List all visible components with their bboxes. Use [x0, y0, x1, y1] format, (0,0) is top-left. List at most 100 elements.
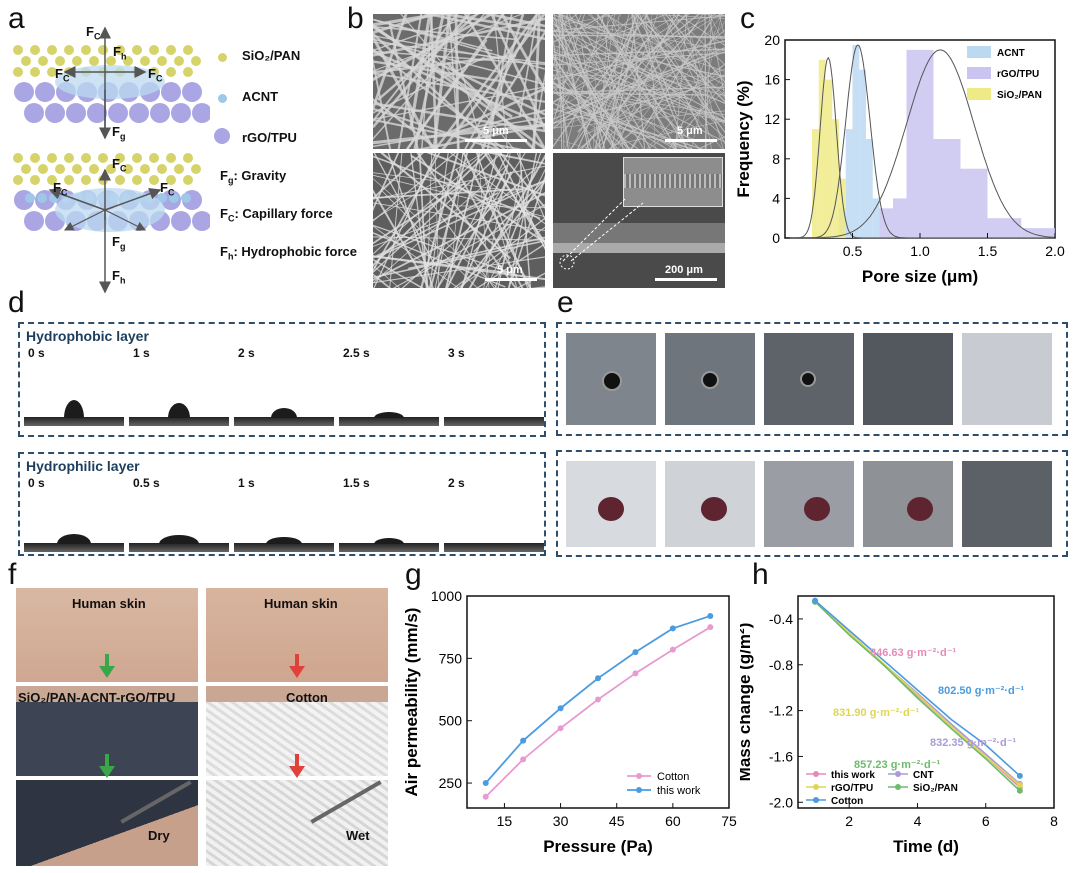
- series-line: [814, 599, 1021, 777]
- wet-photo: Wet: [206, 780, 388, 866]
- legend-sio2: SiO₂/PAN: [242, 48, 301, 63]
- hydrophilic-time-label: 1.5 s: [343, 476, 370, 490]
- y-tick-label: 4: [772, 190, 780, 206]
- hydrophilic-time-label: 0 s: [28, 476, 45, 490]
- legend-label: rGO/TPU: [997, 69, 1039, 80]
- def-capillary: FC: Capillary force: [220, 206, 333, 224]
- data-point: [707, 624, 714, 631]
- data-point: [669, 646, 676, 653]
- sem-image-sio2: 5 μm: [373, 14, 545, 149]
- x-tick-label: 75: [721, 813, 737, 829]
- water-drop-icon: [271, 408, 297, 418]
- panel-label-d: d: [8, 286, 25, 319]
- legend-label: this work: [831, 770, 875, 781]
- panel-label-b: b: [347, 2, 364, 35]
- y-tick-label: 0: [772, 230, 780, 246]
- dry-photo: Dry: [16, 780, 198, 866]
- x-tick-label: 0.5: [843, 243, 863, 259]
- x-axis-label: Time (d): [893, 837, 959, 856]
- panel-label-g: g: [405, 558, 422, 591]
- legend-rgo: rGO/TPU: [242, 130, 297, 145]
- scalebar-3: [485, 278, 537, 281]
- f-arrows: [99, 654, 305, 778]
- cross-section-svg: [553, 198, 725, 270]
- air-permeability-chart: 15 30 45 60 75 250 500 750 1000 Pressure (Pa) Air …: [405, 588, 737, 856]
- y-tick-label: -1.6: [769, 748, 793, 764]
- histogram-bar: [845, 129, 853, 238]
- hydrophilic-drop-frame: [339, 494, 439, 552]
- e-bottom-photo: [566, 461, 656, 547]
- hydrophobic-time-label: 2.5 s: [343, 346, 370, 360]
- force-label-fg-2: Fg: [112, 234, 126, 252]
- series-line: [814, 601, 1021, 792]
- hydrophobic-drop-frame: [339, 364, 439, 426]
- skin-photo-right: Human skin: [206, 588, 388, 682]
- y-tick-label: 8: [772, 151, 780, 167]
- data-point: [1016, 782, 1023, 789]
- data-point: [595, 696, 601, 703]
- e-bottom-box: [556, 450, 1068, 557]
- x-tick-label: 6: [982, 813, 990, 829]
- def-hydrophobic: Fh: Hydrophobic force: [220, 244, 357, 262]
- water-drop-icon: [602, 371, 622, 391]
- hydrophobic-time-label: 1 s: [133, 346, 150, 360]
- data-point: [482, 793, 489, 800]
- y-axis-label: Frequency (%): [735, 80, 753, 197]
- scalebar-label-2: 5 μm: [677, 125, 703, 137]
- hydrophobic-time-label: 2 s: [238, 346, 255, 360]
- scalebar-4: [655, 278, 717, 281]
- y-axis-label: Mass change (g/m²): [740, 623, 754, 782]
- histogram-bar: [859, 69, 866, 238]
- x-tick-label: 30: [553, 813, 569, 829]
- histogram-bar: [818, 59, 826, 238]
- y-tick-label: 250: [439, 775, 463, 791]
- x-tick-label: 4: [914, 813, 922, 829]
- rate-annotation: 857.23 g·m⁻²·d⁻¹: [854, 759, 941, 771]
- water-drop-icon: [701, 371, 719, 389]
- y-tick-label: -0.4: [769, 611, 793, 627]
- water-drop-icon: [159, 535, 199, 544]
- label-cotton: Cotton: [286, 690, 328, 705]
- scalebar-1: [465, 139, 527, 142]
- hydrophilic-title: Hydrophilic layer: [26, 458, 140, 474]
- force-label-fh: Fh: [113, 44, 127, 62]
- water-drop-icon: [598, 497, 624, 521]
- def-gravity: Fg: Gravity: [220, 168, 287, 186]
- water-drop-icon: [701, 497, 727, 521]
- histogram-bar: [987, 218, 1022, 238]
- legend-label: Cotton: [657, 771, 689, 783]
- x-tick-label: 1.5: [978, 243, 998, 259]
- panel-label-e: e: [557, 286, 574, 319]
- pore-size-chart: 0.5 1.0 1.5 2.0 0 4 8 12 16 20 Pore size (μm) Frequ…: [735, 32, 1065, 286]
- histogram-bar: [825, 79, 833, 238]
- label-dry: Dry: [148, 828, 170, 843]
- panel-label-h: h: [752, 558, 769, 591]
- y-tick-label: -1.2: [769, 703, 793, 719]
- hydrophobic-drop-frame: [129, 364, 229, 426]
- x-tick-label: 45: [609, 813, 625, 829]
- gaussian-fit-line: [785, 49, 1056, 239]
- force-label-fc-left-2: FC: [53, 180, 68, 198]
- data-point: [520, 737, 527, 744]
- force-label-fc-top: FC: [86, 24, 101, 42]
- force-label-fc-right: FC: [148, 66, 163, 84]
- hydrophilic-drop-frame: [129, 494, 229, 552]
- e-bottom-photo: [863, 461, 953, 547]
- x-tick-label: 60: [665, 813, 681, 829]
- sem-image-cross-section: 200 μm: [553, 153, 725, 288]
- data-point: [595, 675, 601, 682]
- rate-annotation: 831.90 g·m⁻²·d⁻¹: [833, 707, 920, 719]
- legend-label: ACNT: [997, 48, 1025, 59]
- hydrophilic-time-label: 1 s: [238, 476, 255, 490]
- hydrophobic-time-label: 3 s: [448, 346, 465, 360]
- label-membrane: SiO₂/PAN-ACNT-rGO/TPU: [18, 690, 176, 705]
- y-tick-label: -2.0: [769, 794, 793, 810]
- legend-label: rGO/TPU: [831, 783, 873, 794]
- hydrophilic-time-label: 2 s: [448, 476, 465, 490]
- mass-change-chart: 2 4 6 8 -0.4 -0.8 -1.2 -1.6 -2.0 Time (d) Mass cha…: [740, 595, 1058, 856]
- y-tick-label: -0.8: [769, 657, 793, 673]
- data-point: [557, 705, 564, 712]
- hydrophobic-drop-frame: [444, 364, 544, 426]
- sem-image-rgo: 5 μm: [373, 153, 545, 288]
- x-axis-label: Pore size (μm): [862, 267, 978, 286]
